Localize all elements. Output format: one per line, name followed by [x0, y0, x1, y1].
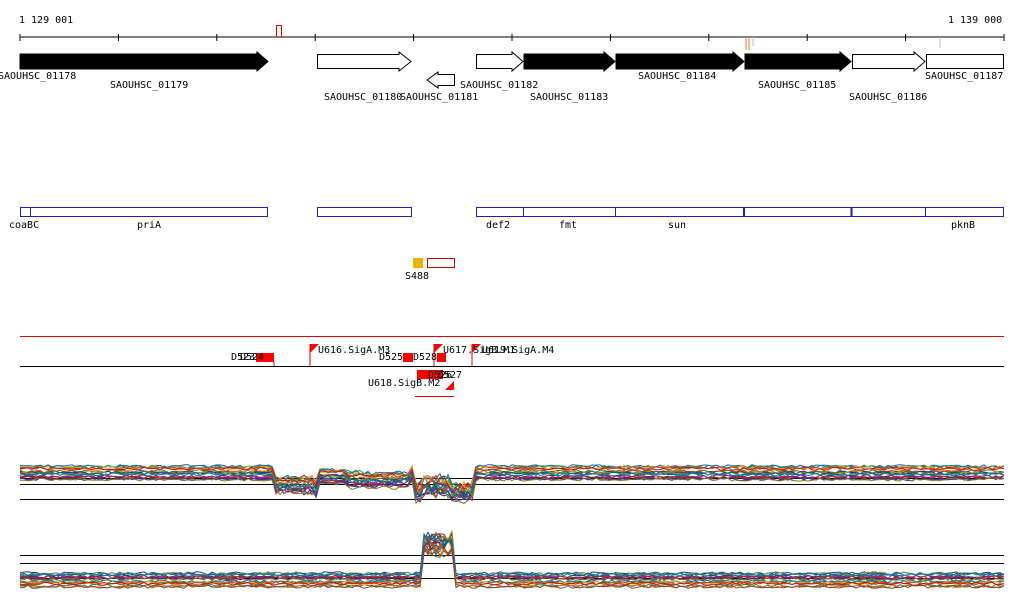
expression-profile-line	[19, 535, 1005, 577]
tss-block[interactable]	[403, 353, 413, 362]
gene-label: SAOUHSC_01187	[925, 71, 1003, 82]
tss-label: U618.SigB.M2	[368, 378, 440, 389]
axis-ticks	[19, 34, 1005, 41]
axis-start-label: 1 129 001	[19, 15, 73, 26]
gene-name-label: pknB	[951, 220, 975, 231]
expression-profile-line	[19, 540, 1005, 586]
tss-block[interactable]	[436, 370, 443, 379]
expression-profile-line	[19, 530, 1005, 576]
s-feature-square[interactable]	[413, 258, 423, 268]
gene-arrow-saouhsc-01182[interactable]	[476, 50, 524, 73]
gene-name-label: coaBC	[9, 220, 39, 231]
gene-arrow-saouhsc-01183[interactable]	[523, 50, 616, 73]
gene-label: SAOUHSC_01180	[324, 92, 402, 103]
gene-arrow-saouhsc-01184[interactable]	[615, 50, 745, 73]
gene-arrow-saouhsc-01181[interactable]	[426, 71, 455, 89]
tss-label: D525	[379, 352, 403, 363]
tss-flag-u616[interactable]	[310, 344, 319, 353]
tss-label: D526	[428, 370, 452, 381]
tss-flag-u619[interactable]	[472, 344, 481, 353]
tss-label: U619.SigA.M4	[482, 345, 554, 356]
tss-block[interactable]	[256, 353, 274, 362]
expression-profile-line	[19, 471, 1005, 501]
expression-profiles-forward	[19, 464, 1005, 505]
expression-profile-line	[19, 477, 1005, 505]
gene-arrow-saouhsc-01185[interactable]	[744, 50, 852, 73]
gene-name-label: priA	[137, 220, 161, 231]
tss-label: U616.SigA.M3	[318, 345, 390, 356]
gene-track: SAOUHSC_01178 SAOUHSC_01179 SAOUHSC_0118…	[0, 50, 1004, 103]
expression-profile-line	[19, 466, 1005, 493]
tss-label: D524	[240, 352, 264, 363]
gene-label: SAOUHSC_01181	[400, 92, 478, 103]
gene-name-label: sun	[668, 220, 686, 231]
gene-arrow-saouhsc-01178[interactable]	[19, 53, 31, 70]
gene-label: SAOUHSC_01184	[638, 71, 716, 82]
axis-marker	[276, 25, 282, 37]
gene-arrow-saouhsc-01180[interactable]	[317, 50, 412, 73]
gene-label: SAOUHSC_01179	[110, 80, 188, 91]
gene-label: SAOUHSC_01182	[460, 80, 538, 91]
expression-profile-line	[19, 471, 1005, 499]
tss-label: D523	[231, 352, 255, 363]
tss-label: D528	[413, 352, 437, 363]
expression-profile-line	[19, 533, 1005, 580]
axis-end-label: 1 139 000	[948, 15, 1002, 26]
gene-arrow-saouhsc-01186[interactable]	[852, 50, 926, 73]
expression-profile-line	[19, 530, 1005, 576]
expression-profile-line	[19, 534, 1005, 581]
coordinate-axis: 1 129 001 1 139 000	[19, 15, 1005, 50]
s-feature-label: S488	[405, 271, 429, 282]
operon-box[interactable]	[317, 207, 412, 217]
tss-block[interactable]	[417, 370, 437, 379]
expression-profiles-reverse	[19, 530, 1005, 589]
expression-profile-line	[19, 546, 1005, 589]
expression-track-forward	[19, 464, 1005, 505]
tss-flag-u618[interactable]	[445, 381, 454, 390]
gene-label: SAOUHSC_01183	[530, 92, 608, 103]
gene-name-label: def2	[486, 220, 510, 231]
tss-label: D527	[438, 370, 462, 381]
gene-arrow-saouhsc-01187[interactable]	[926, 54, 1004, 69]
operon-box[interactable]	[476, 207, 1004, 217]
s-feature-track: S488	[405, 258, 455, 282]
tss-label: U617.SigB.M1	[443, 345, 515, 356]
tss-track: U616.SigA.M3 U617.SigB.M1 U619.SigA.M4 U…	[20, 336, 1004, 397]
gene-arrow-saouhsc-01179[interactable]	[30, 50, 269, 73]
expression-profile-line	[19, 533, 1005, 579]
gene-label: SAOUHSC_01178	[0, 71, 76, 82]
expression-track-reverse	[19, 530, 1005, 589]
s-feature-box[interactable]	[427, 258, 455, 268]
gene-name-label: fmt	[559, 220, 577, 231]
gene-label: SAOUHSC_01186	[849, 92, 927, 103]
tss-flag-u617[interactable]	[434, 344, 443, 353]
gene-label: SAOUHSC_01185	[758, 80, 836, 91]
expression-profile-line	[19, 533, 1005, 580]
operon-track: coaBC priA def2 fmt sun pknB	[9, 207, 1004, 231]
tss-block[interactable]	[437, 353, 446, 362]
expression-profile-line	[19, 532, 1005, 577]
operon-box[interactable]	[20, 207, 268, 217]
expression-profile-line	[19, 536, 1005, 582]
